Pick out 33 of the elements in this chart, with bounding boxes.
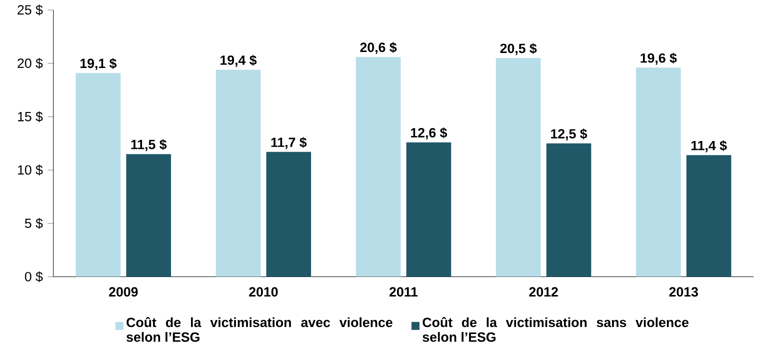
data-label: 11,7 $: [271, 136, 307, 149]
bar: [406, 142, 452, 277]
y-tick-label: 15 $: [18, 111, 43, 122]
legend-label: Coût de la victimisation avec violence selon l’ESG: [126, 317, 392, 342]
y-tick-label: 20 $: [18, 58, 43, 69]
data-label: 19,4 $: [220, 54, 257, 67]
bar: [686, 155, 732, 277]
bar: [546, 143, 592, 277]
data-label: 20,6 $: [360, 42, 397, 54]
bar: [636, 68, 681, 277]
data-label: 20,5 $: [500, 43, 537, 56]
x-tick-label: 2013: [669, 287, 698, 297]
legend-label: Coût de la victimisation sans violence selon l’ESG: [422, 317, 688, 342]
bar: [356, 56, 401, 277]
data-label: 12,6 $: [411, 127, 448, 140]
x-tick-label: 2011: [390, 287, 418, 297]
data-label: 19,6 $: [640, 52, 677, 65]
bar: [126, 154, 172, 277]
y-tick-label: 25 $: [18, 4, 43, 16]
data-label: 11,5 $: [131, 139, 167, 152]
bar: [76, 72, 121, 277]
x-tick-label: 2009: [109, 287, 138, 297]
bar: [266, 152, 312, 277]
bar: [496, 58, 541, 277]
y-tick-label: 5 $: [24, 218, 43, 229]
data-label: 12,5 $: [551, 128, 588, 140]
data-label: 11,4 $: [691, 140, 727, 152]
x-tick-label: 2012: [529, 287, 558, 297]
y-tick-label: 10 $: [18, 164, 43, 176]
x-tick-label: 2010: [249, 287, 278, 297]
y-tick-label: 0 $: [24, 271, 43, 282]
data-label: 19,1 $: [80, 58, 117, 70]
bar: [216, 70, 261, 277]
